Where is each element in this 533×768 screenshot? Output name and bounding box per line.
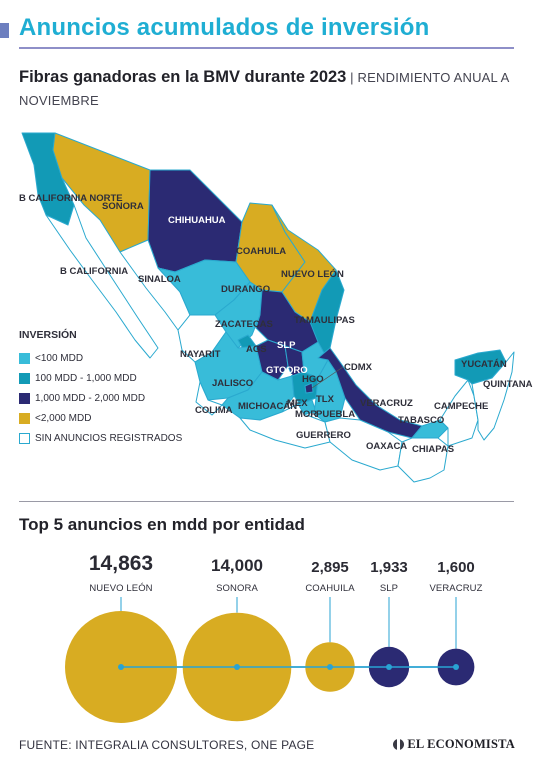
top5-value-nuevo-leon: 14,863 xyxy=(88,552,154,575)
label-dgo: DURANGO xyxy=(221,284,270,295)
label-ver: VERACRUZ xyxy=(360,398,413,409)
label-qroo: QUINTANA ROO xyxy=(483,379,533,390)
top5-name-coahuila: COAHUILA xyxy=(305,583,355,594)
top5-value-coahuila: 2,895 xyxy=(311,559,349,576)
mexico-map xyxy=(21,132,515,483)
legend-item: SIN ANUNCIOS REGISTRADOS xyxy=(19,428,182,448)
top5-value-slp: 1,933 xyxy=(370,559,408,576)
legend-item: <100 MDD xyxy=(19,348,182,368)
logo-text: EL ECONOMISTA xyxy=(407,737,515,751)
label-gro: GUERRERO xyxy=(296,430,351,441)
label-gto: GTO xyxy=(266,365,286,376)
bubble-center-dot xyxy=(327,664,333,670)
label-nl: NUEVO LEÓN xyxy=(281,268,344,280)
legend-label: <100 MDD xyxy=(35,352,84,364)
top5-chart xyxy=(65,597,475,723)
legend-label: 1,000 MDD - 2,000 MDD xyxy=(35,392,146,404)
label-tab: TABASCO xyxy=(398,415,444,426)
legend-label: 100 MDD - 1,000 MDD xyxy=(35,372,137,384)
bubble-center-dot xyxy=(453,664,459,670)
label-jal: JALISCO xyxy=(212,378,253,389)
title-rule xyxy=(19,47,514,49)
state-camp xyxy=(439,379,479,447)
label-hgo: HGO xyxy=(302,374,324,385)
label-mex: MEX xyxy=(287,398,308,409)
label-camp: CAMPECHE xyxy=(434,401,488,412)
map-legend: INVERSIÓN <100 MDD 100 MDD - 1,000 MDD 1… xyxy=(19,329,182,448)
state-cdmx xyxy=(304,382,314,394)
top5-name-veracruz: VERACRUZ xyxy=(429,583,483,594)
label-yuc: YUCATÁN xyxy=(461,359,507,370)
legend-swatch xyxy=(19,412,30,424)
label-tlx: TLX xyxy=(316,394,335,405)
legend-title: INVERSIÓN xyxy=(19,329,77,341)
state-bcs xyxy=(45,204,159,359)
label-cdmx: CDMX xyxy=(344,362,373,373)
legend-label: <2,000 MDD xyxy=(35,412,92,424)
top5-value-sonora: 14,000 xyxy=(211,556,263,575)
legend-label: SIN ANUNCIOS REGISTRADOS xyxy=(35,432,183,444)
cdmx-leader-line xyxy=(311,366,344,389)
page-title: Anuncios acumulados de inversión xyxy=(19,14,430,41)
label-chih: CHIHUAHUA xyxy=(168,215,226,226)
label-slp: SLP xyxy=(277,340,296,351)
legend-swatch xyxy=(19,392,30,404)
legend-item: 100 MDD - 1,000 MDD xyxy=(19,368,182,388)
legend-item: <2,000 MDD xyxy=(19,408,182,428)
state-chis xyxy=(397,437,449,483)
bubble-center-dot xyxy=(386,664,392,670)
label-oax: OAXACA xyxy=(366,441,407,452)
label-son: SONORA xyxy=(102,201,144,212)
top5-title: Top 5 anuncios en mdd por entidad xyxy=(19,515,305,534)
label-mich: MICHOACÁN xyxy=(238,401,297,412)
legend-swatch xyxy=(19,352,30,364)
label-col: COLIMA xyxy=(195,405,233,416)
publisher-logo: EL ECONOMISTA xyxy=(393,737,515,752)
section-divider xyxy=(19,501,514,502)
legend-swatch xyxy=(19,372,30,384)
top5-name-slp: SLP xyxy=(379,583,399,594)
label-bcn: B CALIFORNIA NORTE xyxy=(19,193,123,204)
label-sin: SINALOA xyxy=(138,274,181,285)
logo-mark-icon xyxy=(393,739,405,750)
top5-name-sonora: SONORA xyxy=(216,583,258,594)
label-mor: MOR xyxy=(295,409,317,420)
bubble-center-dot xyxy=(234,664,240,670)
subtitle-light: | RENDIMIENTO ANUAL A NOVIEMBRE xyxy=(19,70,509,108)
bubble-center-dot xyxy=(118,664,124,670)
label-chis: CHIAPAS xyxy=(412,444,454,455)
title-accent-bar xyxy=(0,23,9,38)
label-zac: ZACATECAS xyxy=(215,319,273,330)
subtitle: Fibras ganadoras en la BMV durante 2023 … xyxy=(19,66,514,112)
top5-bubbles xyxy=(65,597,475,723)
label-pue: PUEBLA xyxy=(316,409,355,420)
label-qro: QRO xyxy=(286,365,308,376)
top5-name-nuevo-leon: NUEVO LEÓN xyxy=(89,583,153,594)
map-labels: B CALIFORNIA NORTE B CALIFORNIA SONORA C… xyxy=(19,193,533,455)
subtitle-bold: Fibras ganadoras en la BMV durante 2023 xyxy=(19,68,347,86)
state-col xyxy=(195,381,223,416)
state-qroo xyxy=(471,351,515,441)
label-nay: NAYARIT xyxy=(180,349,221,360)
label-ags: AGS xyxy=(246,344,267,355)
label-tamps: TAMAULIPAS xyxy=(294,315,355,326)
top5-value-veracruz: 1,600 xyxy=(437,559,475,576)
legend-swatch xyxy=(19,432,30,444)
label-coah: COAHUILA xyxy=(236,246,286,257)
legend-item: 1,000 MDD - 2,000 MDD xyxy=(19,388,182,408)
source-note: FUENTE: INTEGRALIA CONSULTORES, ONE PAGE xyxy=(19,738,315,752)
label-bcs: B CALIFORNIA xyxy=(60,266,128,277)
